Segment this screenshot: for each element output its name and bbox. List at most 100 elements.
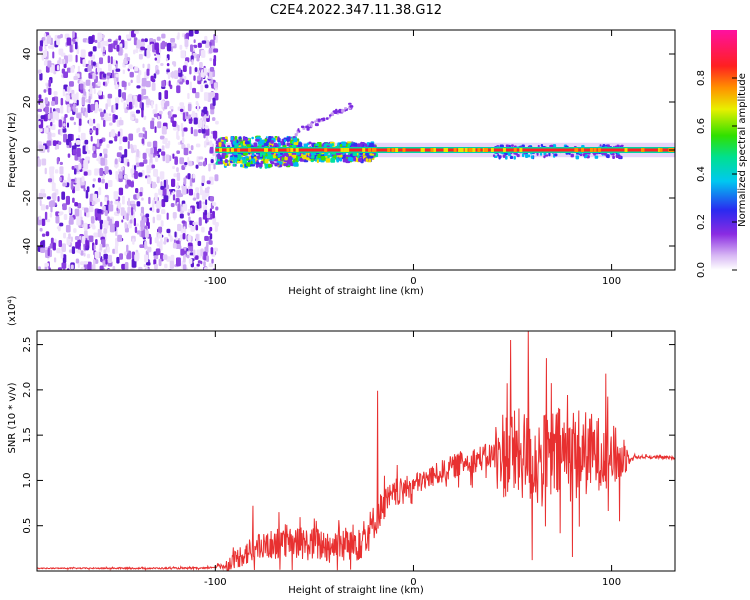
noise-speckle	[153, 146, 157, 155]
noise-speckle	[44, 262, 49, 267]
noise-speckle	[93, 259, 96, 267]
scatter-blob	[316, 158, 319, 164]
scatter-blob	[228, 162, 231, 166]
noise-speckle	[179, 213, 184, 219]
carrier-hot-spot	[589, 148, 593, 152]
noise-speckle	[146, 68, 150, 76]
noise-speckle	[72, 31, 75, 38]
noise-speckle	[66, 122, 70, 128]
noise-speckle	[73, 121, 76, 126]
scatter-blob	[331, 152, 337, 155]
noise-speckle	[141, 228, 145, 238]
noise-speckle	[135, 162, 140, 168]
noise-speckle	[170, 254, 175, 262]
scatter-blob	[295, 144, 299, 148]
noise-speckle	[144, 38, 148, 43]
noise-speckle	[160, 209, 166, 215]
noise-speckle	[107, 93, 113, 99]
noise-speckle	[97, 208, 102, 214]
noise-speckle	[96, 168, 101, 174]
noise-speckle	[103, 249, 107, 254]
noise-speckle	[126, 213, 129, 221]
noise-speckle	[108, 122, 113, 126]
noise-speckle	[183, 250, 187, 255]
noise-speckle	[47, 247, 50, 257]
noise-speckle	[112, 265, 116, 270]
carrier-hot-spot	[395, 148, 399, 152]
noise-speckle	[154, 263, 158, 270]
noise-speckle	[73, 75, 78, 81]
noise-speckle	[116, 207, 119, 212]
noise-speckle	[44, 167, 47, 175]
noise-speckle	[189, 81, 192, 91]
noise-speckle	[188, 216, 191, 223]
noise-speckle	[176, 85, 181, 94]
noise-speckle	[179, 234, 183, 242]
noise-speckle	[184, 38, 189, 48]
noise-speckle	[81, 96, 86, 106]
noise-speckle	[88, 235, 94, 243]
noise-speckle	[212, 97, 216, 106]
noise-speckle	[159, 135, 165, 140]
noise-speckle	[78, 250, 81, 254]
noise-speckle	[103, 253, 108, 260]
noise-speckle	[166, 212, 169, 220]
noise-speckle	[176, 135, 180, 140]
noise-speckle	[99, 265, 104, 270]
noise-speckle	[169, 106, 174, 110]
noise-speckle	[131, 251, 136, 260]
noise-speckle	[144, 241, 148, 250]
noise-speckle	[133, 49, 136, 55]
noise-speckle	[98, 108, 103, 112]
branch-blob	[310, 124, 313, 128]
noise-speckle	[202, 121, 205, 130]
scatter-blob	[277, 136, 280, 141]
scatter-blob	[509, 155, 514, 159]
noise-speckle	[170, 38, 176, 43]
noise-speckle	[76, 99, 79, 106]
noise-speckle	[166, 238, 169, 243]
noise-speckle	[182, 65, 187, 72]
noise-speckle	[151, 101, 154, 109]
branch-blob	[317, 118, 321, 122]
noise-speckle	[92, 183, 95, 188]
noise-speckle	[89, 119, 94, 127]
noise-speckle	[122, 195, 125, 205]
noise-speckle	[152, 183, 158, 188]
noise-speckle	[103, 153, 108, 159]
noise-speckle	[102, 53, 106, 57]
scatter-blob	[242, 159, 247, 164]
scatter-blob	[325, 158, 331, 163]
scatter-blob	[543, 152, 546, 156]
noise-speckle	[208, 262, 214, 268]
noise-speckle	[45, 65, 50, 73]
noise-speckle	[211, 117, 216, 121]
noise-speckle	[145, 265, 148, 270]
noise-speckle	[151, 164, 156, 169]
carrier-hot-spot	[362, 148, 366, 152]
noise-speckle	[209, 146, 214, 154]
noise-speckle	[143, 115, 147, 120]
noise-speckle	[203, 266, 208, 270]
noise-speckle	[126, 56, 131, 62]
noise-speckle	[88, 36, 94, 45]
noise-speckle	[120, 166, 125, 171]
noise-speckle	[201, 127, 206, 134]
scatter-blob	[338, 154, 343, 158]
scatter-blob	[251, 136, 254, 140]
spectrogram-y-ticks: -40 -20 0 20 40	[22, 48, 675, 254]
carrier-hot-spot	[275, 148, 279, 152]
noise-speckle	[114, 158, 118, 165]
carrier-hot-spot	[421, 148, 425, 152]
noise-speckle	[100, 43, 104, 53]
noise-speckle	[210, 91, 216, 97]
noise-speckle	[130, 181, 134, 188]
noise-speckle	[158, 226, 163, 233]
noise-speckle	[123, 102, 126, 110]
scatter-blob	[248, 156, 252, 160]
noise-speckle	[155, 203, 159, 208]
noise-speckle	[85, 239, 88, 249]
scatter-blob	[264, 159, 269, 164]
noise-speckle	[64, 114, 68, 118]
scatter-blob	[513, 155, 516, 160]
